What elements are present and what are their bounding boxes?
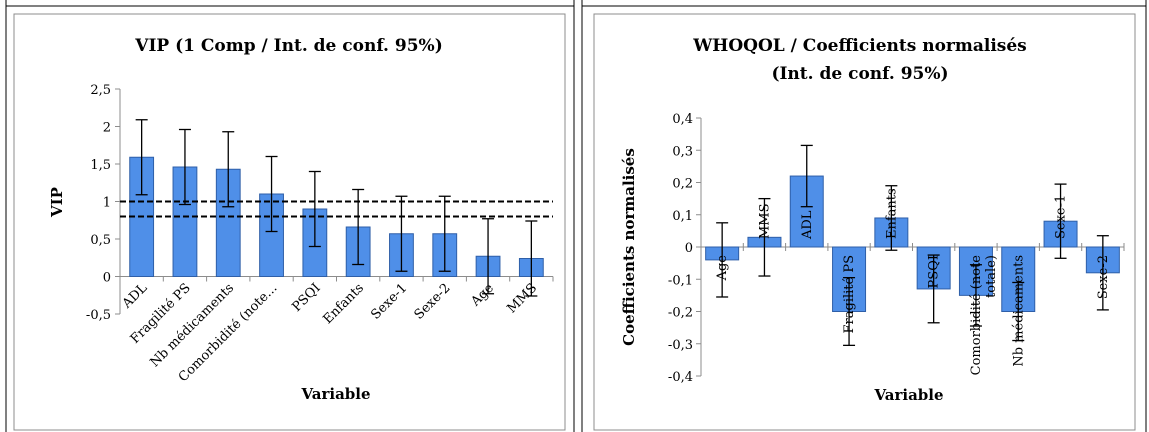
y-tick-label: -0,1 — [668, 273, 693, 288]
chart-title: VIP (1 Comp / Int. de conf. 95%) — [134, 36, 443, 56]
error-bar — [525, 220, 538, 297]
error-bar — [716, 222, 729, 298]
x-category-label: PSQI — [927, 255, 942, 288]
whoqol-chart: WHOQOL / Coefficients normalisés (Int. de… — [620, 36, 1125, 404]
x-category-label: Nb médicaments — [1011, 255, 1026, 367]
x-category-label: Enfants — [884, 188, 899, 239]
error-bar — [969, 264, 982, 327]
error-bar — [843, 276, 856, 347]
x-category-label: ADL — [800, 210, 815, 240]
y-axis-title: Coefficients normalisés — [620, 148, 638, 346]
y-tick-label: 2 — [103, 121, 111, 136]
y-tick-label: 0,3 — [672, 144, 693, 159]
x-category-label: Age — [715, 255, 730, 282]
y-tick-label: 2,5 — [90, 83, 111, 98]
x-category-label: Fragilité PS — [842, 255, 857, 333]
chart-title-line-1: WHOQOL / Coefficients normalisés — [692, 36, 1027, 56]
error-bar — [222, 131, 235, 208]
error-bar — [395, 195, 408, 272]
x-category-label: Comorbidité (note — [969, 255, 984, 376]
error-bar — [927, 254, 940, 324]
y-axis-title: VIP — [48, 187, 66, 218]
error-bar — [308, 170, 321, 248]
y-tick-label: 0 — [685, 241, 693, 256]
x-axis-title: Variable — [873, 386, 943, 404]
y-tick-label: -0,3 — [668, 338, 693, 353]
error-bar — [265, 155, 278, 233]
panel-left-border — [5, 0, 1147, 432]
y-tick-label: -0,2 — [668, 306, 693, 321]
y-tick-label: 0,2 — [672, 177, 693, 192]
x-category-label: Sexe-2 — [1096, 255, 1111, 299]
y-tick-label: 1 — [103, 196, 111, 211]
error-bar — [135, 119, 148, 196]
error-bar — [1012, 281, 1025, 342]
x-category-label: totale) — [984, 255, 999, 298]
y-tick-label: 0,4 — [672, 112, 693, 127]
error-bar — [1096, 235, 1109, 311]
y-tick-label: -0,4 — [668, 370, 693, 385]
y-tick-label: -0,5 — [86, 308, 111, 323]
y-tick-label: 0,1 — [672, 209, 693, 224]
x-category-label: MMS — [757, 203, 772, 239]
error-bar — [438, 195, 451, 272]
vip-chart-frame — [13, 13, 566, 431]
x-category-label: Sexe-1 — [1054, 195, 1069, 239]
error-bar — [758, 197, 771, 277]
y-tick-label: 0 — [103, 271, 111, 286]
x-axis-title: Variable — [300, 385, 370, 403]
error-bar — [800, 144, 813, 208]
chart-title-line-2: (Int. de conf. 95%) — [771, 64, 948, 84]
error-bar — [178, 128, 191, 206]
error-bar — [482, 218, 495, 295]
error-bar — [1054, 183, 1067, 259]
error-bar — [885, 185, 898, 251]
y-tick-label: 1,5 — [90, 158, 111, 173]
y-tick-label: 0,5 — [90, 233, 111, 248]
